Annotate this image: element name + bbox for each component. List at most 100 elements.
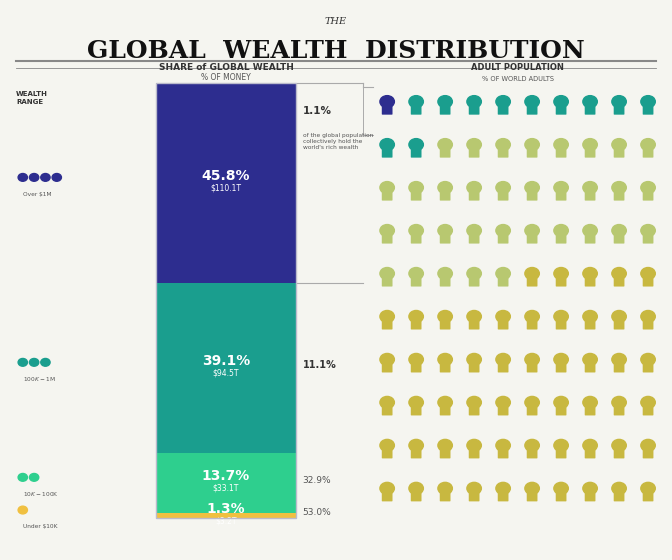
Circle shape <box>467 396 481 408</box>
FancyBboxPatch shape <box>439 273 450 287</box>
Circle shape <box>612 181 626 194</box>
Circle shape <box>525 225 540 236</box>
FancyBboxPatch shape <box>614 360 624 372</box>
Text: $94.5T: $94.5T <box>213 369 239 378</box>
FancyBboxPatch shape <box>498 273 509 287</box>
FancyBboxPatch shape <box>469 488 480 501</box>
FancyBboxPatch shape <box>469 445 480 459</box>
Text: WEALTH
RANGE: WEALTH RANGE <box>16 91 48 105</box>
FancyBboxPatch shape <box>614 230 624 244</box>
FancyBboxPatch shape <box>469 402 480 416</box>
Circle shape <box>554 225 569 236</box>
Circle shape <box>467 440 481 451</box>
Text: Under $10K: Under $10K <box>23 524 57 529</box>
Circle shape <box>467 310 481 323</box>
FancyBboxPatch shape <box>585 445 595 459</box>
Circle shape <box>496 440 510 451</box>
Circle shape <box>380 440 394 451</box>
FancyBboxPatch shape <box>411 230 421 244</box>
FancyBboxPatch shape <box>614 316 624 329</box>
Circle shape <box>612 310 626 323</box>
Circle shape <box>30 174 39 181</box>
Circle shape <box>612 440 626 451</box>
FancyBboxPatch shape <box>527 402 538 416</box>
Circle shape <box>438 482 452 494</box>
FancyBboxPatch shape <box>642 488 653 501</box>
FancyBboxPatch shape <box>411 273 421 287</box>
FancyBboxPatch shape <box>614 188 624 200</box>
Circle shape <box>438 96 452 108</box>
FancyBboxPatch shape <box>527 144 538 157</box>
FancyBboxPatch shape <box>439 316 450 329</box>
Text: THE: THE <box>325 17 347 26</box>
FancyBboxPatch shape <box>614 402 624 416</box>
Circle shape <box>380 225 394 236</box>
FancyBboxPatch shape <box>382 188 392 200</box>
Circle shape <box>496 268 510 279</box>
FancyBboxPatch shape <box>382 445 392 459</box>
FancyBboxPatch shape <box>439 101 450 115</box>
Circle shape <box>554 310 569 323</box>
Circle shape <box>467 482 481 494</box>
FancyBboxPatch shape <box>642 316 653 329</box>
Text: GLOBAL  WEALTH  DISTRIBUTION: GLOBAL WEALTH DISTRIBUTION <box>87 39 585 63</box>
Text: % OF WORLD ADULTS: % OF WORLD ADULTS <box>482 76 554 82</box>
FancyBboxPatch shape <box>585 230 595 244</box>
FancyBboxPatch shape <box>411 402 421 416</box>
Circle shape <box>612 268 626 279</box>
FancyBboxPatch shape <box>439 488 450 501</box>
FancyBboxPatch shape <box>642 144 653 157</box>
FancyBboxPatch shape <box>527 273 538 287</box>
Circle shape <box>583 139 597 151</box>
FancyBboxPatch shape <box>439 144 450 157</box>
FancyBboxPatch shape <box>469 188 480 200</box>
Circle shape <box>380 353 394 366</box>
Circle shape <box>409 482 423 494</box>
Circle shape <box>641 482 655 494</box>
Circle shape <box>30 473 39 481</box>
Text: 1.1%: 1.1% <box>302 106 332 116</box>
FancyBboxPatch shape <box>585 488 595 501</box>
Text: $110.1T: $110.1T <box>210 184 241 193</box>
Circle shape <box>525 181 540 194</box>
Circle shape <box>554 396 569 408</box>
Circle shape <box>438 181 452 194</box>
Circle shape <box>467 268 481 279</box>
Circle shape <box>641 181 655 194</box>
Circle shape <box>409 139 423 151</box>
Text: 11.1%: 11.1% <box>302 360 337 370</box>
FancyBboxPatch shape <box>411 144 421 157</box>
Circle shape <box>525 96 540 108</box>
FancyBboxPatch shape <box>556 488 566 501</box>
FancyBboxPatch shape <box>411 445 421 459</box>
Circle shape <box>409 225 423 236</box>
FancyBboxPatch shape <box>439 360 450 372</box>
Circle shape <box>641 268 655 279</box>
Circle shape <box>41 358 50 366</box>
FancyBboxPatch shape <box>469 316 480 329</box>
Circle shape <box>583 96 597 108</box>
Circle shape <box>554 139 569 151</box>
FancyBboxPatch shape <box>498 445 509 459</box>
FancyBboxPatch shape <box>498 230 509 244</box>
Circle shape <box>612 96 626 108</box>
Circle shape <box>380 181 394 194</box>
Circle shape <box>409 310 423 323</box>
Circle shape <box>409 96 423 108</box>
Text: Over $1M: Over $1M <box>23 192 51 197</box>
Circle shape <box>554 268 569 279</box>
FancyBboxPatch shape <box>382 360 392 372</box>
Circle shape <box>30 358 39 366</box>
FancyBboxPatch shape <box>614 445 624 459</box>
FancyBboxPatch shape <box>614 144 624 157</box>
Circle shape <box>612 139 626 151</box>
Circle shape <box>554 96 569 108</box>
FancyBboxPatch shape <box>556 402 566 416</box>
Circle shape <box>583 225 597 236</box>
FancyBboxPatch shape <box>556 230 566 244</box>
FancyBboxPatch shape <box>498 316 509 329</box>
Circle shape <box>438 396 452 408</box>
FancyBboxPatch shape <box>411 188 421 200</box>
Circle shape <box>583 181 597 194</box>
FancyBboxPatch shape <box>642 230 653 244</box>
